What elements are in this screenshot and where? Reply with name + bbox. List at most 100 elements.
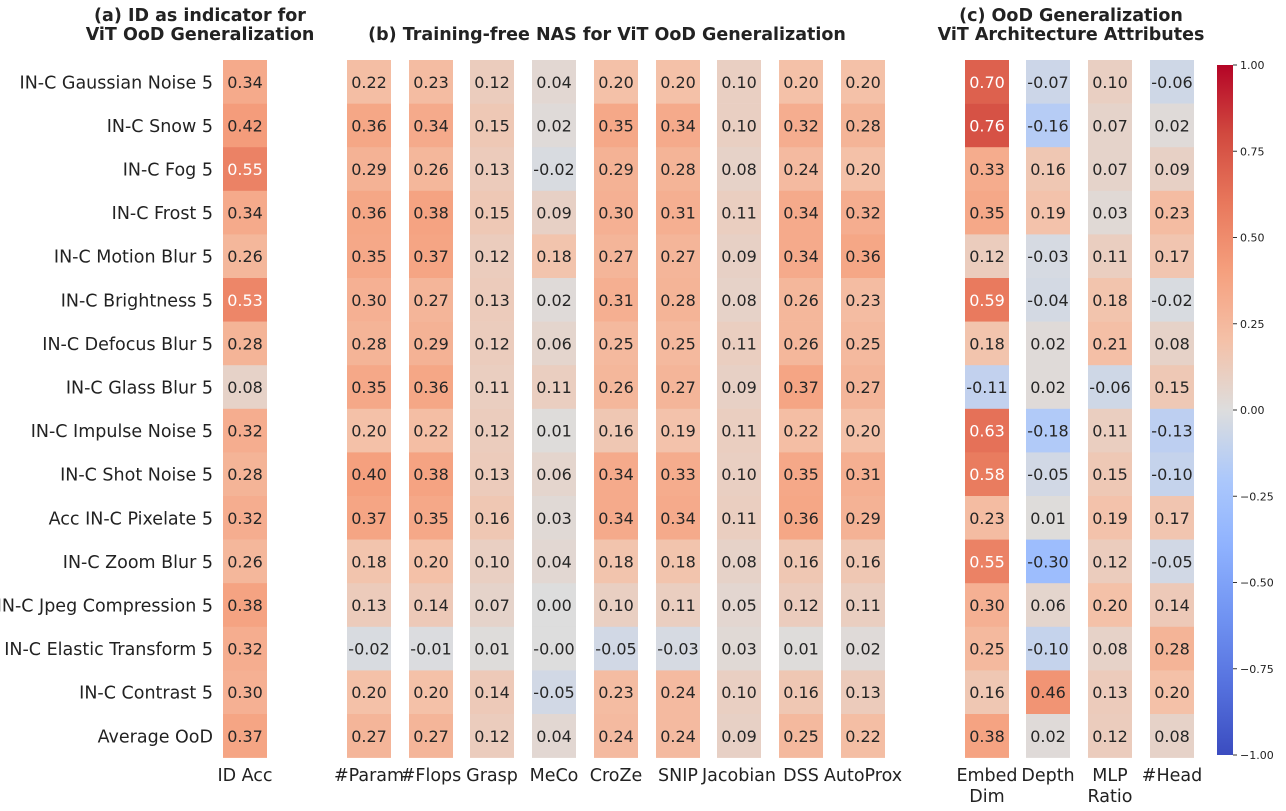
heatmap-cell [1150, 103, 1194, 148]
cell-value-label: 0.20 [598, 73, 634, 92]
heatmap-cell [779, 539, 823, 584]
cell-value-label: 0.36 [413, 378, 449, 397]
cell-value-label: 0.32 [227, 640, 263, 659]
heatmap-cell [470, 452, 514, 497]
cell-value-label: 0.11 [660, 596, 696, 615]
cell-value-label: 0.10 [721, 116, 757, 135]
cell-value-label: 0.18 [351, 552, 387, 571]
heatmap-cell [409, 365, 453, 410]
cell-value-label: 0.31 [660, 204, 696, 223]
cell-value-label: 0.42 [227, 116, 263, 135]
heatmap-cell [779, 714, 823, 758]
heatmap-cell [656, 190, 700, 235]
heatmap-cell [1026, 147, 1070, 192]
cell-value-label: 0.25 [660, 334, 696, 353]
column-label-param: #Param [334, 766, 404, 786]
heatmap-cell [841, 670, 885, 715]
heatmap-cell [1150, 496, 1194, 540]
heatmap-cell [223, 60, 267, 104]
heatmap-cell [470, 278, 514, 322]
heatmap-cell [347, 365, 391, 410]
row-label-average-ood: Average OoD [98, 727, 213, 747]
heatmap-cell [779, 60, 823, 104]
colorbar: 1.00 0.75 0.50 0.25 0.00 −0.25 −0.50 −0.75 −1.00 [1217, 59, 1274, 762]
cell-value-label: 0.27 [598, 247, 634, 266]
heatmap-cell [779, 278, 823, 322]
cell-value-label: -0.13 [1151, 422, 1192, 441]
cell-value-label: 0.34 [413, 116, 449, 135]
heatmap-cell [409, 408, 453, 453]
heatmap-cell [656, 496, 700, 540]
heatmap-cell [409, 234, 453, 279]
cell-value-label: -0.01 [410, 640, 451, 659]
cell-value-label: 0.27 [660, 378, 696, 397]
heatmap-cell [347, 278, 391, 322]
column-label-snip: SNIP [658, 766, 698, 786]
column-label-mlp-ratio: Ratio [1088, 787, 1133, 807]
cell-value-label: -0.04 [1027, 291, 1068, 310]
heatmap-cell [1150, 670, 1194, 715]
heatmap-cell [656, 583, 700, 628]
cell-value-label: 0.28 [227, 334, 263, 353]
heatmap-cell [965, 147, 1009, 192]
heatmap-cell [223, 278, 267, 322]
heatmap-cell [1026, 583, 1070, 628]
cell-value-label: 0.34 [598, 509, 634, 528]
heatmap-cell [656, 365, 700, 410]
heatmap-cell [841, 496, 885, 540]
heatmap-cell [965, 321, 1009, 366]
heatmap-cell [1150, 147, 1194, 192]
heatmap-cell [1150, 626, 1194, 671]
heatmap-cell [717, 626, 761, 671]
colorbar-tick-label: 0.50 [1240, 232, 1265, 245]
heatmap-cell [409, 190, 453, 235]
row-label-acc-in-c-pixelate-5: Acc IN-C Pixelate 5 [49, 509, 213, 529]
heatmap-cell [532, 452, 576, 497]
heatmap-cell [717, 670, 761, 715]
column-label-depth: Depth [1021, 766, 1074, 786]
heatmap-cell [594, 714, 638, 758]
cell-value-label: 0.23 [845, 291, 881, 310]
heatmap-cell [841, 365, 885, 410]
cell-value-label: 0.14 [1154, 596, 1190, 615]
heatmap-cell [223, 408, 267, 453]
row-label-in-c-glass-blur-5: IN-C Glass Blur 5 [66, 379, 213, 399]
heatmap-cell [470, 714, 514, 758]
heatmap-cell [223, 714, 267, 758]
cell-value-label: 0.55 [227, 160, 263, 179]
heatmap-cell [656, 626, 700, 671]
cell-value-label: 0.26 [598, 378, 634, 397]
heatmap-cell [779, 583, 823, 628]
heatmap-cell [470, 408, 514, 453]
heatmap-cell [223, 147, 267, 192]
heatmap-cell [717, 539, 761, 584]
cell-value-label: 0.16 [845, 552, 881, 571]
heatmap-cell [965, 234, 1009, 279]
cell-value-label: 0.09 [721, 247, 757, 266]
cell-value-label: 0.34 [227, 73, 263, 92]
cell-value-label: 0.35 [413, 509, 449, 528]
heatmap-cell [841, 321, 885, 366]
cell-value-label: 0.38 [413, 204, 449, 223]
cell-value-label: 0.12 [474, 73, 510, 92]
cell-value-label: 0.26 [413, 160, 449, 179]
heatmap-cell [1088, 60, 1132, 104]
cell-value-label: 0.10 [721, 683, 757, 702]
cell-value-label: 0.09 [721, 378, 757, 397]
cell-value-label: 0.01 [474, 640, 510, 659]
cell-value-label: 0.13 [474, 291, 510, 310]
cell-value-label: 0.27 [660, 247, 696, 266]
heatmap-cell [779, 321, 823, 366]
cell-value-label: 0.27 [413, 291, 449, 310]
cell-value-label: 0.35 [969, 204, 1005, 223]
heatmap-cell [223, 496, 267, 540]
heatmap-cell [779, 365, 823, 410]
panel-title: ViT OoD Generalization [86, 25, 315, 45]
cell-value-label: -0.02 [533, 160, 574, 179]
cell-value-label: 0.40 [351, 465, 387, 484]
heatmap-cell [594, 626, 638, 671]
row-label-in-c-brightness-5: IN-C Brightness 5 [61, 291, 213, 311]
heatmap-cell [717, 103, 761, 148]
cell-value-label: 0.13 [845, 683, 881, 702]
cell-value-label: 0.20 [845, 73, 881, 92]
